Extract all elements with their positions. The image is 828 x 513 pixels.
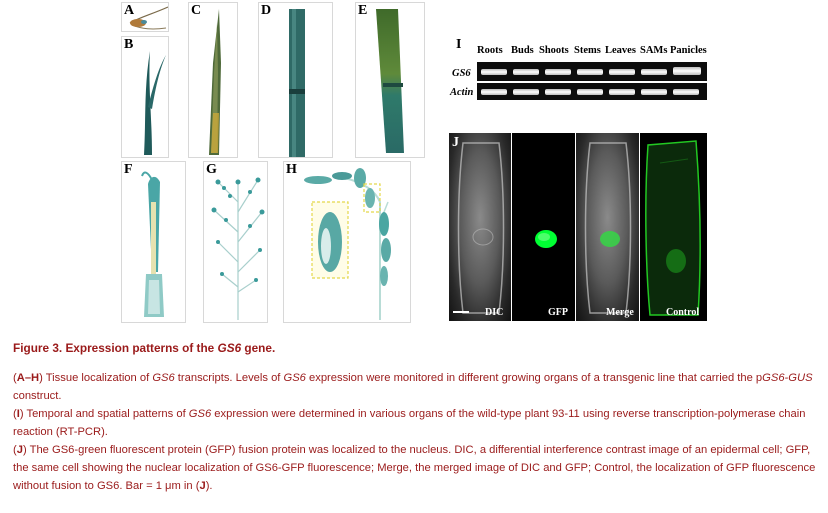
gfp-nucleus-image	[535, 230, 557, 248]
panel-c	[188, 2, 238, 158]
panel-g	[203, 161, 268, 323]
caption-gene: GS6	[283, 372, 306, 384]
scale-bar	[453, 311, 469, 313]
caption-text: expression were determined in various or…	[13, 408, 806, 438]
gel-column-roots: Roots	[477, 45, 503, 56]
gel-column-panicles: Panicles	[670, 45, 707, 56]
gel-column-leaves: Leaves	[605, 45, 636, 56]
gel-gs6-lane	[477, 62, 707, 81]
panel-j-label: J	[452, 135, 459, 150]
panel-i-label: I	[456, 37, 462, 52]
gel-band	[577, 89, 603, 95]
caption-title-prefix: Figure 3. Expression patterns of the	[13, 341, 218, 355]
caption-label-j-ref: J	[199, 480, 206, 492]
micro-dic-panel: J DIC	[449, 133, 511, 321]
caption-text: The GS6-green fluorescent protein (GFP) …	[13, 444, 816, 492]
gel-band	[641, 69, 667, 75]
stem-node-gus-image	[376, 9, 404, 153]
caption-gene: GS6	[188, 408, 212, 420]
caption-title-suffix: gene.	[241, 341, 276, 355]
micro-merge-panel: Merge	[576, 133, 639, 321]
gel-band	[577, 69, 603, 75]
gel-band	[609, 89, 635, 95]
gel-band	[609, 69, 635, 75]
caption-paragraph-i: (I) Temporal and spatial patterns of GS6…	[13, 408, 806, 438]
caption-gene: GS6-GUS	[762, 372, 813, 384]
panel-g-label: G	[206, 162, 217, 177]
gel-band	[673, 89, 699, 95]
micro-label-merge: Merge	[606, 307, 634, 318]
gel-column-stems: Stems	[574, 45, 601, 56]
gel-band	[513, 89, 539, 95]
panel-a	[121, 2, 169, 32]
caption-label-j: J	[16, 444, 23, 456]
panel-a-label: A	[124, 3, 135, 18]
panel-e-label: E	[358, 3, 368, 18]
leaf-gus-image	[144, 51, 166, 155]
gel-column-buds: Buds	[511, 45, 534, 56]
gel-row-gs6-label: GS6	[452, 68, 471, 79]
caption-gene: GS6	[152, 372, 175, 384]
gel-column-sams: SAMs	[640, 45, 668, 56]
caption-text: Temporal and spatial patterns of	[23, 408, 189, 420]
panel-f-label: F	[124, 162, 133, 177]
caption-paragraph-a-h: (A–H) Tissue localization of GS6 transcr…	[13, 372, 813, 402]
panicle-branches-gus-image	[211, 177, 265, 320]
dic-cell-image	[453, 142, 505, 314]
gel-band	[673, 67, 701, 75]
gel-band	[481, 89, 507, 95]
micro-label-gfp: GFP	[548, 307, 568, 318]
panel-h	[283, 161, 411, 323]
gel-band	[641, 89, 667, 95]
caption-text: Tissue localization of	[42, 372, 153, 384]
panel-f	[121, 161, 186, 323]
caption-text: ).	[205, 480, 213, 492]
caption-title-gene: GS6	[217, 341, 242, 355]
caption-text: expression were monitored in different g…	[305, 372, 763, 384]
caption-text: construct.	[13, 390, 62, 402]
micro-control-panel: Control	[640, 133, 707, 321]
merge-cell-image	[584, 142, 632, 314]
micro-label-dic: DIC	[485, 307, 504, 318]
gel-row-actin-label: Actin	[450, 87, 474, 98]
gel-band	[545, 69, 571, 75]
panel-b-label: B	[124, 37, 134, 52]
panel-b	[121, 36, 169, 158]
panel-d-label: D	[261, 3, 272, 18]
panicle-base-gus-image	[141, 171, 164, 317]
panel-d	[258, 2, 333, 158]
caption-text: transcripts. Levels of	[174, 372, 284, 384]
caption-paragraph-j: (J) The GS6-green fluorescent protein (G…	[13, 444, 816, 492]
gel-band	[513, 69, 539, 75]
caption-label-i: I	[16, 408, 20, 420]
panel-e	[355, 2, 425, 158]
gel-band	[545, 89, 571, 95]
shoot-gus-image	[209, 9, 221, 155]
control-cell-image	[645, 140, 701, 316]
micro-label-control: Control	[666, 307, 700, 318]
panel-c-label: C	[191, 3, 202, 18]
spikelet-gus-image	[304, 168, 391, 320]
gel-actin-lane	[477, 83, 707, 100]
caption-label-a-h: A–H	[16, 372, 40, 384]
micro-gfp-panel: GFP	[512, 133, 575, 321]
gel-band	[481, 69, 507, 75]
stem-gus-image	[289, 9, 305, 157]
gel-column-shoots: Shoots	[539, 45, 569, 56]
panel-h-label: H	[286, 162, 297, 177]
seedling-gus-image	[129, 6, 168, 30]
figure-caption-title: Figure 3. Expression patterns of the GS6…	[13, 341, 275, 355]
